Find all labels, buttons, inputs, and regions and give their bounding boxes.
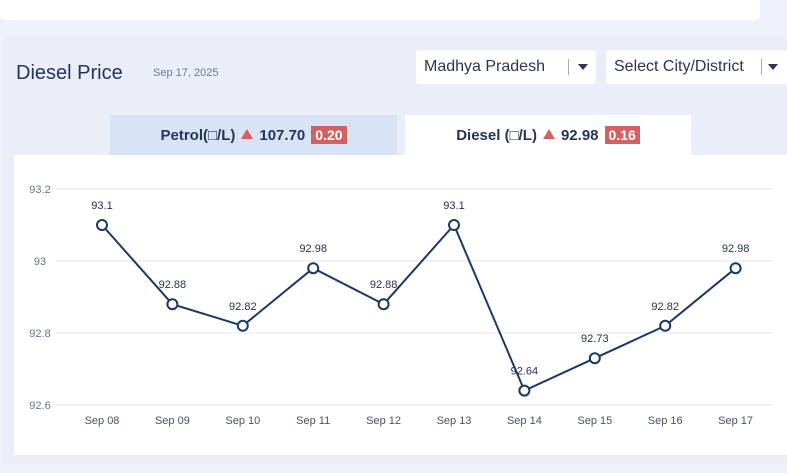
top-strip	[0, 0, 760, 20]
x-tick-label: Sep 11	[296, 415, 330, 427]
y-tick-label: 93	[34, 256, 46, 268]
x-tick-label: Sep 08	[85, 415, 120, 427]
price-date: Sep 17, 2025	[153, 67, 219, 79]
dropdown-divider	[761, 59, 762, 75]
data-label: 92.64	[511, 366, 539, 378]
x-tick-label: Sep 17	[718, 415, 753, 427]
city-dropdown[interactable]: Select City/District	[606, 50, 787, 84]
data-label: 92.82	[229, 301, 257, 313]
chevron-down-icon[interactable]	[768, 64, 778, 70]
y-tick-label: 93.2	[29, 184, 50, 196]
price-up-icon	[542, 129, 555, 139]
data-point	[518, 384, 531, 397]
tab-diesel-price: 92.98	[560, 126, 599, 144]
tab-petrol[interactable]: Petrol(□/L) 107.70 0.20	[110, 115, 397, 155]
series-line	[101, 223, 737, 392]
x-tick-label: Sep 14	[507, 415, 542, 427]
price-chart-area: 92.6 92.8 93 93.2 Sep 08 Sep 09 Sep 10 Sep 11 Se…	[14, 155, 787, 455]
x-tick-label: Sep 15	[577, 415, 612, 427]
data-label: 92.98	[299, 243, 327, 255]
data-label: 92.88	[370, 279, 398, 291]
data-label: 92.82	[651, 301, 679, 313]
chevron-down-icon[interactable]	[578, 64, 588, 70]
data-point	[307, 262, 320, 275]
tab-petrol-price: 107.70	[259, 126, 306, 144]
x-tick-label: Sep 12	[366, 415, 401, 427]
x-tick-label: Sep 16	[648, 415, 683, 427]
tab-diesel[interactable]: Diesel (□/L) 92.98 0.16	[405, 115, 691, 155]
data-label: 93.1	[443, 200, 464, 212]
data-point	[166, 298, 179, 311]
data-label: 92.73	[581, 333, 609, 345]
data-point	[659, 319, 672, 332]
page-title: Diesel Price	[16, 62, 123, 84]
y-tick-label: 92.6	[29, 400, 50, 412]
data-point	[729, 262, 742, 275]
diesel-price-line-chart: 92.6 92.8 93 93.2 Sep 08 Sep 09 Sep 10 Sep 11 Se…	[29, 184, 772, 427]
x-tick-label: Sep 13	[437, 415, 472, 427]
data-point	[588, 352, 601, 365]
data-point	[236, 319, 249, 332]
dropdown-divider	[568, 59, 569, 75]
data-point	[448, 219, 460, 231]
tab-petrol-change-badge: 0.20	[311, 126, 347, 144]
y-tick-label: 92.8	[29, 328, 50, 340]
x-tick-label: Sep 10	[225, 415, 260, 427]
state-dropdown-value: Madhya Pradesh	[424, 58, 545, 75]
data-label: 92.88	[159, 279, 187, 291]
price-up-icon	[241, 129, 254, 139]
tab-petrol-label: Petrol(□/L)	[160, 126, 236, 144]
tab-diesel-change-badge: 0.16	[604, 126, 640, 144]
data-point	[96, 219, 108, 231]
tab-diesel-label: Diesel (□/L)	[456, 126, 537, 144]
data-label: 92.98	[722, 243, 750, 255]
data-label: 93.1	[91, 200, 112, 212]
state-dropdown[interactable]: Madhya Pradesh	[416, 50, 596, 84]
data-point	[377, 298, 390, 311]
x-tick-label: Sep 09	[155, 415, 190, 427]
city-dropdown-value: Select City/District	[614, 58, 744, 75]
